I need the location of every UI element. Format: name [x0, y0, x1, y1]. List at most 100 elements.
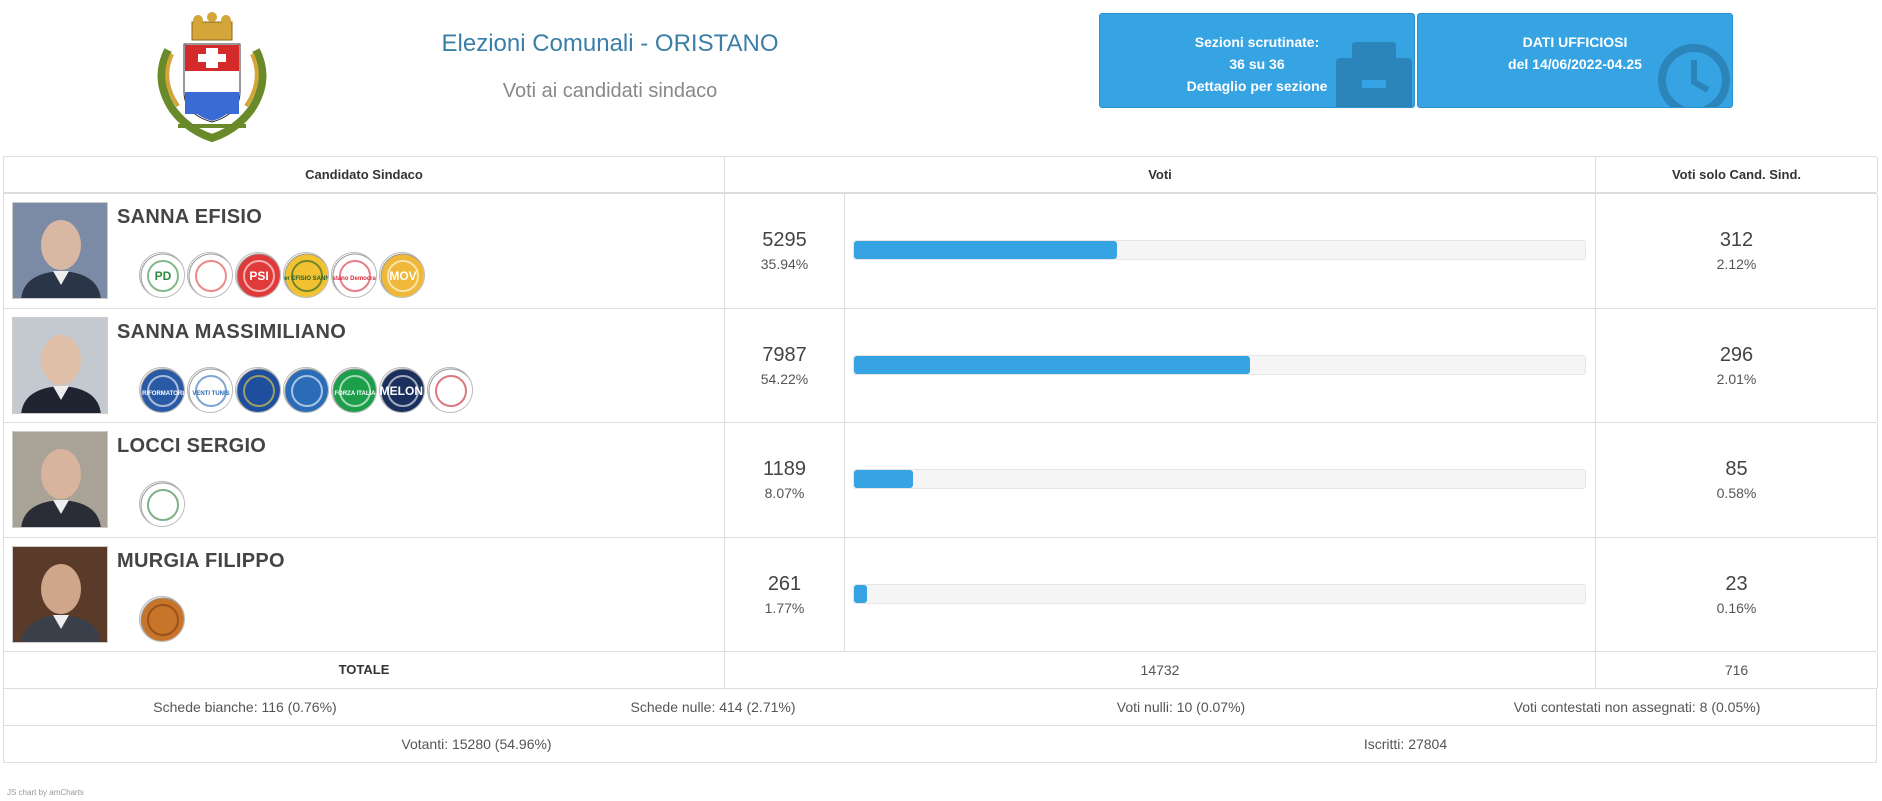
candidate-name: SANNA EFISIO	[117, 206, 263, 228]
city-crest-icon	[157, 12, 267, 142]
sections-detail-link[interactable]: Dettaglio per sezione	[1186, 78, 1328, 94]
svg-text:RIFORMATORI: RIFORMATORI	[142, 391, 184, 397]
candidate-row: SANNA EFISIO PD PSI	[3, 194, 1878, 309]
solo-votes-cell: 23 0.16%	[1596, 537, 1878, 651]
solo-vote-percent: 0.58%	[1716, 485, 1757, 501]
candidate-cell: SANNA MASSIMILIANO RIFORMATORI VENTI TUN…	[4, 308, 725, 422]
votes-values: 5295 35.94%	[725, 194, 845, 308]
party-logo-icon: FORZA ITALIA	[331, 366, 377, 413]
party-logo-icon: PD	[139, 252, 185, 298]
vote-percent: 1.77%	[764, 599, 805, 616]
votes-cell: 1189 8.07%	[725, 423, 1596, 537]
candidate-name: SANNA MASSIMILIANO	[117, 320, 347, 343]
clock-icon	[1658, 44, 1730, 107]
votes-cell: 5295 35.94%	[725, 194, 1596, 308]
null-votes: Voti nulli: 10 (0.07%)	[1116, 699, 1246, 715]
votes-cell: 261 1.77%	[725, 537, 1596, 651]
candidate-row: MURGIA FILIPPO 261 1.77% 23 0	[3, 537, 1878, 652]
candidate-row: SANNA MASSIMILIANO RIFORMATORI VENTI TUN…	[3, 308, 1878, 423]
candidate-photo	[12, 431, 108, 528]
candidate-photo	[12, 545, 108, 643]
party-logo-icon: VENTI TUNIS	[187, 366, 233, 413]
party-logo-icon	[283, 366, 329, 413]
candidate-cell: LOCCI SERGIO	[4, 423, 725, 537]
official-data-label: DATI UFFICIOSI	[1522, 34, 1628, 50]
solo-vote-percent: 0.16%	[1716, 599, 1757, 616]
header-votes: Voti	[725, 157, 1596, 192]
turnout-row: Votanti: 15280 (54.96%) Iscritti: 27804	[3, 726, 1877, 763]
blank-ballots: Schede bianche: 116 (0.76%)	[153, 699, 337, 715]
candidate-name: LOCCI SERGIO	[117, 435, 267, 457]
sections-count: 36 su 36	[1229, 56, 1285, 72]
vote-percent: 35.94%	[760, 256, 809, 272]
vote-bar-fill	[854, 470, 913, 488]
party-logo-icon: Oristano Democratica	[331, 252, 377, 298]
voters-count: Votanti: 15280 (54.96%)	[401, 736, 552, 752]
vote-bar	[853, 469, 1586, 489]
vote-count: 5295	[762, 229, 807, 251]
solo-votes-cell: 312 2.12%	[1596, 194, 1878, 308]
official-data-date: del 14/06/2022-04.25	[1508, 56, 1642, 72]
vote-bar-fill	[854, 241, 1117, 259]
party-logo-icon	[139, 595, 185, 642]
candidate-name: MURGIA FILIPPO	[117, 549, 285, 572]
vote-bar	[853, 240, 1586, 260]
chart-credit[interactable]: JS chart by amCharts	[7, 788, 84, 797]
svg-text:PD: PD	[155, 269, 172, 283]
ballot-box-icon	[1336, 42, 1412, 107]
solo-vote-count: 312	[1719, 229, 1754, 251]
vote-count: 261	[767, 572, 802, 595]
vote-percent: 54.22%	[760, 370, 809, 387]
null-ballots: Schede nulle: 414 (2.71%)	[630, 699, 796, 715]
votes-values: 1189 8.07%	[725, 423, 845, 537]
vote-bar-fill	[854, 584, 867, 603]
votes-values: 261 1.77%	[725, 537, 845, 651]
candidate-photo	[12, 202, 108, 299]
vote-bar	[853, 583, 1586, 604]
table-header: Candidato Sindaco Voti Voti solo Cand. S…	[3, 156, 1878, 194]
party-logo-icon	[235, 366, 281, 413]
totals-solo-votes: 716	[1596, 652, 1878, 688]
page-header: Elezioni Comunali - ORISTANO Voti ai can…	[0, 0, 1882, 150]
votes-cell: 7987 54.22%	[725, 308, 1596, 422]
sections-box-button[interactable]: Sezioni scrutinate: 36 su 36 Dettaglio p…	[1099, 13, 1415, 108]
vote-count: 1189	[762, 458, 806, 480]
vote-count: 7987	[762, 343, 807, 366]
party-logo-icon: MELONI	[379, 366, 425, 413]
page-subtitle: Voti ai candidati sindaco	[502, 80, 718, 102]
party-logo-icon: MOV	[379, 252, 425, 298]
svg-text:MELONI: MELONI	[380, 384, 425, 398]
header-candidate: Candidato Sindaco	[4, 157, 725, 192]
totals-votes: 14732	[725, 652, 1596, 688]
solo-vote-percent: 2.01%	[1716, 370, 1757, 387]
sections-label: Sezioni scrutinate:	[1194, 34, 1320, 50]
party-logos	[139, 481, 185, 529]
party-logos: RIFORMATORI VENTI TUNIS	[139, 366, 473, 415]
official-data-box: DATI UFFICIOSI del 14/06/2022-04.25	[1417, 13, 1733, 108]
svg-text:VENTI TUNIS: VENTI TUNIS	[192, 391, 229, 397]
svg-text:FORZA ITALIA: FORZA ITALIA	[335, 391, 377, 397]
party-logos	[139, 595, 185, 644]
page-titles: Elezioni Comunali - ORISTANO Voti ai can…	[410, 30, 810, 103]
totals-row: TOTALE 14732 716	[3, 652, 1878, 689]
candidate-row: LOCCI SERGIO 1189 8.07% 85 0.	[3, 423, 1878, 538]
svg-text:MOV: MOV	[389, 269, 416, 283]
svg-text:PSI: PSI	[249, 269, 268, 283]
party-logo-icon: Per EFISIO SANNA	[283, 252, 329, 298]
party-logo-icon	[139, 481, 185, 527]
candidate-cell: SANNA EFISIO PD PSI	[4, 194, 725, 308]
vote-bar-fill	[854, 355, 1251, 374]
party-logos: PD PSI Per EFISIO SANNA	[139, 252, 425, 300]
header-solo-votes: Voti solo Cand. Sind.	[1596, 157, 1878, 192]
vote-bar	[853, 354, 1586, 375]
candidate-photo	[12, 316, 108, 414]
vote-percent: 8.07%	[764, 485, 805, 501]
ballot-stats-row: Schede bianche: 116 (0.76%) Schede nulle…	[3, 689, 1877, 726]
party-logo-icon	[427, 366, 473, 413]
svg-text:Oristano Democratica: Oristano Democratica	[332, 276, 377, 282]
registered-count: Iscritti: 27804	[1363, 736, 1448, 752]
party-logo-icon	[187, 252, 233, 298]
svg-text:Per EFISIO SANNA: Per EFISIO SANNA	[284, 276, 329, 282]
party-logo-icon: RIFORMATORI	[139, 366, 185, 413]
solo-votes-cell: 85 0.58%	[1596, 423, 1878, 537]
